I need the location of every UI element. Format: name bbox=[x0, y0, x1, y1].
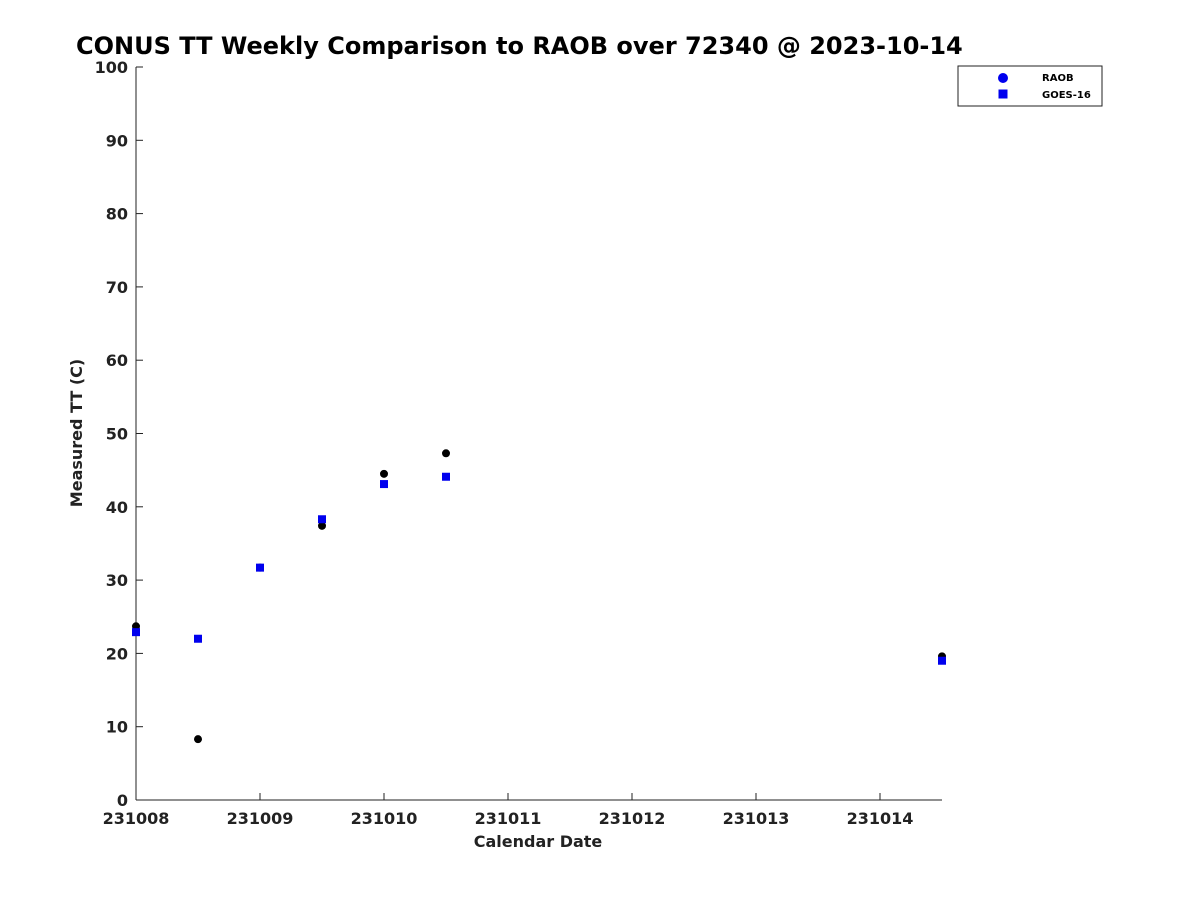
y-tick-label: 80 bbox=[106, 205, 128, 224]
point-goes16 bbox=[442, 472, 450, 481]
point-goes16 bbox=[256, 563, 264, 572]
chart-title: CONUS TT Weekly Comparison to RAOB over … bbox=[76, 32, 963, 60]
x-ticks: 231008 231009 231010 231011 231012 231013 2310… bbox=[103, 793, 914, 828]
y-tick-label: 30 bbox=[106, 571, 128, 590]
point-raob bbox=[318, 521, 326, 530]
point-goes16 bbox=[380, 480, 388, 489]
point-goes16 bbox=[318, 515, 326, 524]
legend-marker-goes16 bbox=[998, 89, 1008, 99]
point-raob bbox=[380, 469, 388, 478]
y-tick-label: 90 bbox=[106, 131, 128, 150]
legend-marker-raob bbox=[998, 73, 1008, 83]
x-tick-label: 231010 bbox=[351, 809, 418, 828]
y-tick-label: 60 bbox=[106, 351, 128, 370]
legend-box bbox=[957, 65, 1103, 107]
y-tick-label: 0 bbox=[117, 791, 128, 810]
x-axis-label: Calendar Date bbox=[474, 832, 603, 851]
y-tick-label: 10 bbox=[106, 718, 128, 737]
legend-label-goes16: GOES-16 bbox=[1042, 90, 1091, 101]
y-tick-label: 70 bbox=[106, 278, 128, 297]
axes bbox=[135, 67, 942, 801]
legend: RAOB GOES-16 bbox=[957, 65, 1103, 107]
y-tick-label: 50 bbox=[106, 425, 128, 444]
x-tick-label: 231008 bbox=[103, 809, 170, 828]
point-goes16 bbox=[194, 634, 202, 643]
x-tick-label: 231012 bbox=[599, 809, 666, 828]
x-tick-label: 231013 bbox=[723, 809, 790, 828]
x-tick-label: 231009 bbox=[227, 809, 294, 828]
y-tick-label: 100 bbox=[95, 58, 128, 77]
point-raob bbox=[442, 449, 450, 458]
y-tick-label: 20 bbox=[106, 644, 128, 663]
x-tick-label: 231014 bbox=[847, 809, 914, 828]
y-ticks: 0 10 20 30 40 50 60 70 80 90 100 bbox=[95, 58, 143, 810]
data-points bbox=[132, 449, 946, 744]
legend-label-raob: RAOB bbox=[1042, 73, 1074, 84]
point-goes16 bbox=[938, 656, 946, 665]
point-goes16 bbox=[132, 628, 140, 637]
y-axis-label: Measured TT (C) bbox=[67, 359, 86, 507]
y-tick-label: 40 bbox=[106, 498, 128, 517]
x-tick-label: 231011 bbox=[475, 809, 542, 828]
point-raob bbox=[194, 735, 202, 744]
